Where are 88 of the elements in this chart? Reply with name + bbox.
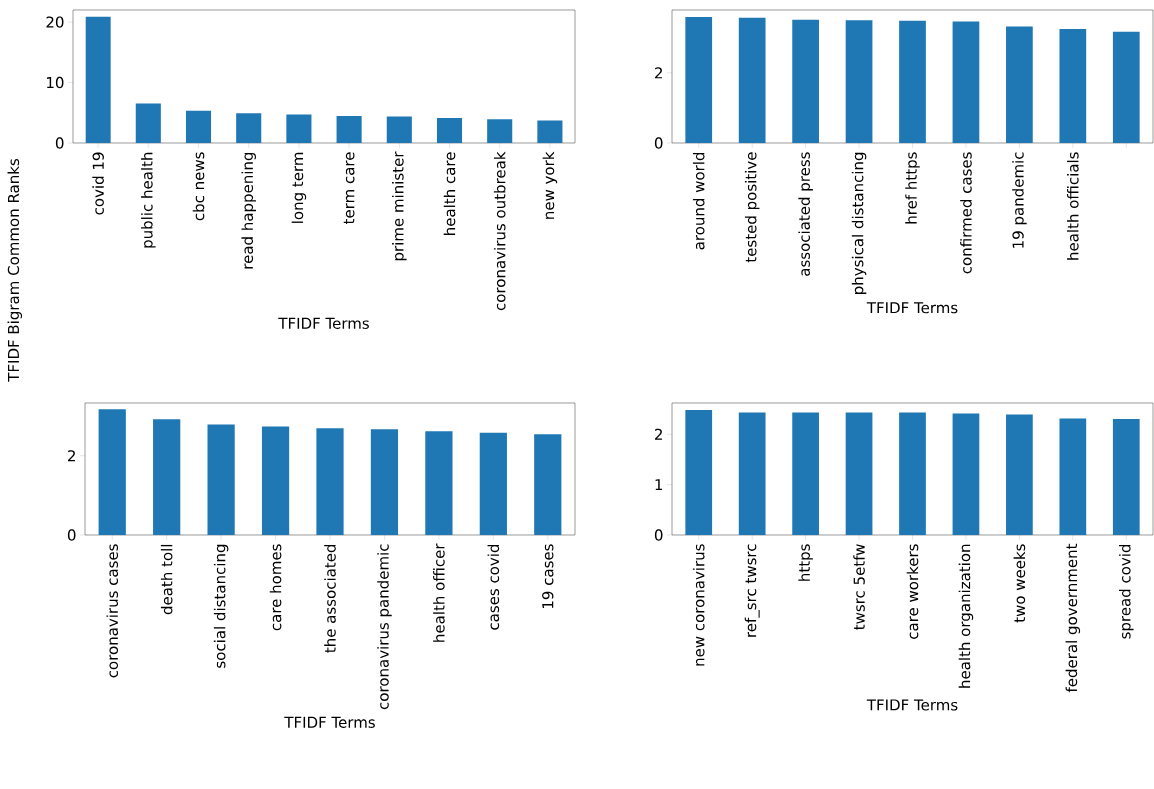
bar — [436, 117, 463, 143]
x-tick-label: care workers — [906, 544, 919, 639]
x-tick-label: prime minister — [392, 151, 407, 261]
bar — [1006, 26, 1033, 143]
bar — [738, 17, 766, 143]
bar — [425, 431, 453, 535]
x-tick-label: coronavirus outbreak — [493, 151, 506, 311]
bar — [261, 426, 290, 535]
x-tick-label: coronavirus pandemic — [377, 544, 392, 710]
y-tick-label: 1 — [655, 479, 663, 491]
x-axis-title: TFIDF Terms — [284, 716, 375, 728]
bar — [98, 409, 126, 535]
x-tick-label: two weeks — [1013, 544, 1026, 623]
x-tick-label: https — [798, 544, 813, 581]
x-tick-label: 19 pandemic — [1012, 152, 1027, 248]
bar — [685, 410, 713, 535]
x-tick-label: cases covid — [487, 544, 500, 630]
bar — [487, 119, 513, 143]
x-tick-label: care homes — [269, 544, 282, 631]
bar — [336, 115, 362, 143]
x-axis-title: TFIDF Terms — [866, 302, 958, 314]
y-axis-title: TFIDF Bigram Common Ranks — [7, 158, 23, 382]
x-tick-label: long term — [291, 152, 307, 223]
y-tick-label: 2 — [68, 450, 75, 462]
x-tick-label: new coronavirus — [692, 544, 705, 666]
bar — [537, 120, 563, 143]
bar — [685, 17, 713, 143]
bar — [236, 113, 262, 143]
x-tick-label: public health — [141, 152, 156, 248]
x-tick-label: confirmed cases — [960, 152, 972, 274]
y-tick-label: 0 — [654, 529, 663, 541]
x-tick-label: 19 cases — [542, 544, 554, 609]
bar — [1059, 28, 1087, 143]
x-tick-label: social distancing — [213, 544, 229, 668]
bar — [1006, 414, 1033, 535]
x-tick-label: href https — [905, 152, 920, 224]
x-tick-label: federal government — [1065, 543, 1081, 693]
bar — [534, 434, 562, 535]
x-tick-label: ref_src twsrc — [744, 544, 760, 637]
bar — [792, 19, 819, 143]
x-tick-label: health officer — [433, 543, 445, 642]
bar — [952, 413, 980, 535]
x-tick-label: physical distancing — [851, 152, 867, 294]
x-tick-label: new york — [542, 151, 558, 219]
bar — [845, 412, 873, 535]
y-tick-label: 0 — [55, 137, 64, 149]
x-tick-label: term care — [343, 152, 355, 225]
y-tick-label: 10 — [47, 76, 64, 89]
x-tick-label: spread covid — [1119, 544, 1134, 639]
y-tick-label: 2 — [655, 67, 662, 79]
x-tick-label: covid 19 — [92, 152, 104, 215]
bar — [207, 424, 235, 535]
bar — [1059, 418, 1087, 535]
y-tick-label: 20 — [46, 16, 64, 28]
x-tick-label: twsrc 5etfw — [853, 544, 865, 630]
x-tick-label: death toll — [160, 544, 173, 615]
bar — [952, 21, 980, 143]
y-tick-label: 0 — [67, 529, 76, 541]
x-tick-label: health officials — [1067, 152, 1079, 260]
bar — [845, 20, 873, 143]
y-tick-label: 0 — [654, 137, 663, 149]
bar — [738, 412, 766, 535]
x-tick-label: tested positive — [744, 152, 760, 263]
y-tick-label: 2 — [655, 428, 662, 440]
bar — [479, 432, 507, 535]
bar — [153, 419, 181, 535]
x-tick-label: health care — [443, 152, 456, 235]
x-tick-label: the associated — [324, 544, 336, 653]
bar — [135, 103, 161, 143]
x-tick-label: associated press — [798, 152, 813, 276]
bar — [1112, 419, 1140, 535]
bar — [1112, 31, 1140, 143]
bar — [370, 429, 399, 535]
x-axis-title: TFIDF Terms — [278, 317, 369, 330]
bar — [286, 114, 312, 143]
bar — [899, 20, 926, 143]
bar — [185, 110, 212, 143]
x-axis-title: TFIDF Terms — [866, 699, 958, 711]
bar — [792, 412, 819, 535]
bar — [899, 412, 926, 535]
x-tick-label: health organization — [958, 544, 974, 688]
x-tick-label: around world — [692, 152, 705, 250]
x-tick-label: read happening — [241, 152, 256, 269]
x-tick-label: cbc news — [192, 152, 205, 221]
bar — [386, 116, 412, 143]
bar — [85, 16, 111, 143]
bar — [316, 428, 344, 535]
x-tick-label: coronavirus cases — [106, 544, 119, 678]
